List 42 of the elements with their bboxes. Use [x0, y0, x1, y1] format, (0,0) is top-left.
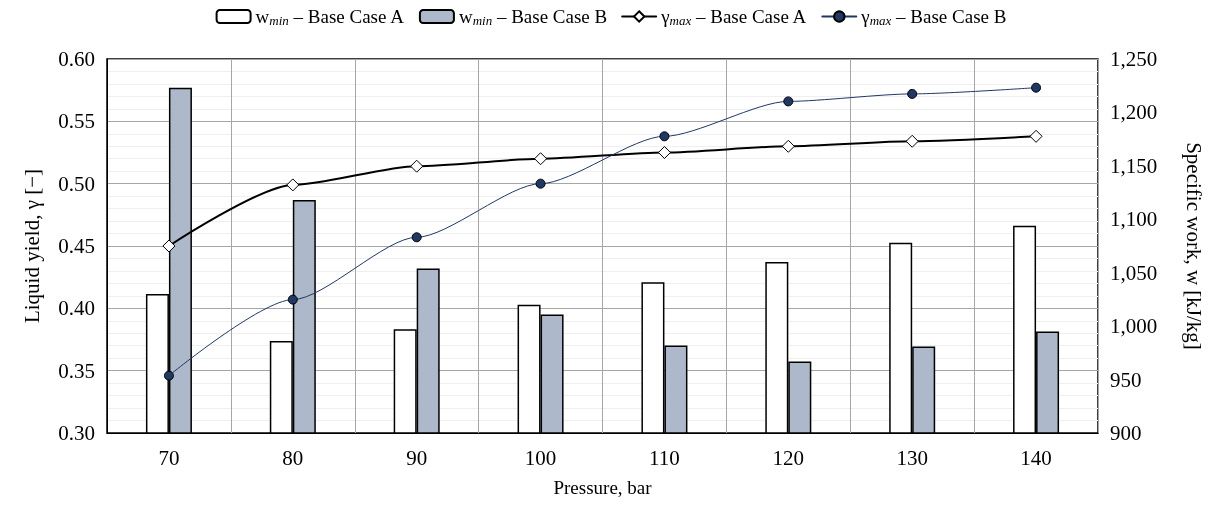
- x-tick-label: 110: [649, 445, 680, 470]
- point: [535, 178, 546, 189]
- y2-axis-title: Specific work, w [kJ/kg]: [1181, 142, 1206, 350]
- x-tick-label: 140: [1020, 445, 1052, 470]
- point: [534, 152, 548, 166]
- x-tick-label: 100: [524, 445, 557, 470]
- point: [1029, 129, 1043, 143]
- x-tick-label: 80: [282, 445, 304, 470]
- x-tick-label: 120: [772, 445, 805, 470]
- y-axis-title: Liquid yield, γ [−]: [19, 168, 44, 324]
- point: [783, 96, 794, 107]
- y2-tick-label: 1,000: [1110, 314, 1158, 339]
- y2-tick-label: 1,150: [1110, 153, 1158, 178]
- y2-tick-label: 1,200: [1110, 100, 1158, 125]
- y2-tick-label: 900: [1110, 421, 1142, 445]
- x-tick-label: 130: [896, 445, 928, 470]
- point: [659, 131, 670, 142]
- point: [162, 239, 176, 253]
- y2-tick-label: 1,050: [1110, 260, 1158, 285]
- y-tick-label: 0.50: [58, 171, 95, 196]
- point: [286, 178, 300, 192]
- point: [905, 134, 919, 148]
- point: [410, 159, 424, 173]
- x-axis-title: Pressure, bar: [553, 477, 653, 498]
- point: [781, 139, 795, 153]
- point: [907, 88, 918, 99]
- y-tick-label: 0.60: [58, 47, 95, 71]
- x-tick-label: 90: [406, 445, 428, 470]
- y-tick-label: 0.55: [58, 109, 95, 134]
- point: [163, 370, 174, 381]
- x-tick-label: 70: [158, 445, 180, 470]
- point: [287, 294, 298, 305]
- point: [657, 146, 671, 159]
- y2-tick-label: 1,250: [1110, 47, 1158, 71]
- y-tick-label: 0.35: [58, 358, 95, 383]
- point: [411, 232, 422, 243]
- point: [1031, 82, 1042, 93]
- y2-tick-label: 1,100: [1110, 207, 1158, 232]
- y-tick-label: 0.30: [58, 421, 95, 445]
- y-tick-label: 0.45: [58, 234, 95, 258]
- y2-tick-label: 950: [1110, 367, 1142, 392]
- y-tick-label: 0.40: [58, 296, 95, 321]
